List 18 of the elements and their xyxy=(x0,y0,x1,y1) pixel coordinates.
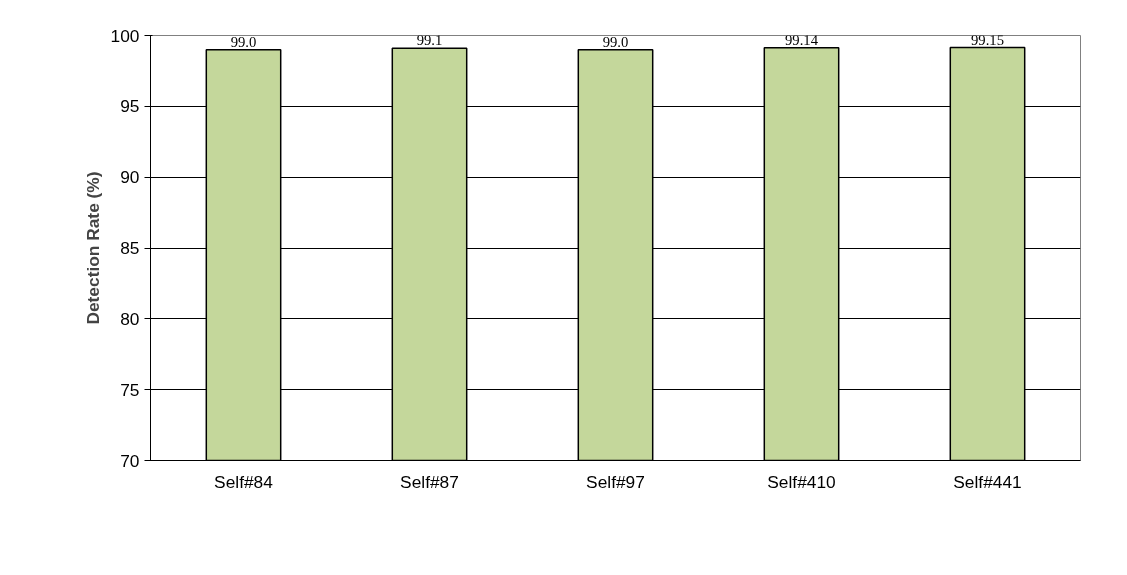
x-tick-label: Self#441 xyxy=(953,471,1022,492)
data-label: 99.14 xyxy=(785,31,819,48)
x-tick-label: Self#84 xyxy=(214,471,274,492)
y-tick-label: 85 xyxy=(120,238,140,258)
data-label: 99.15 xyxy=(971,31,1004,48)
y-tick-label: 70 xyxy=(120,450,140,471)
y-tick-label: 90 xyxy=(120,167,140,188)
x-tick-label: Self#410 xyxy=(767,471,836,492)
x-tick-label: Self#97 xyxy=(586,471,645,492)
x-tick-label: Self#87 xyxy=(400,471,459,492)
y-tick-label: 95 xyxy=(120,96,140,117)
data-label: 99.1 xyxy=(416,32,443,49)
y-tick-label: 80 xyxy=(120,308,140,329)
data-label: 99.0 xyxy=(230,33,257,50)
y-axis-title: Detection Rate (%) xyxy=(82,171,103,325)
y-tick-label: 75 xyxy=(120,379,140,400)
y-tick-label: 100 xyxy=(110,25,140,46)
data-label: 99.0 xyxy=(602,33,629,50)
